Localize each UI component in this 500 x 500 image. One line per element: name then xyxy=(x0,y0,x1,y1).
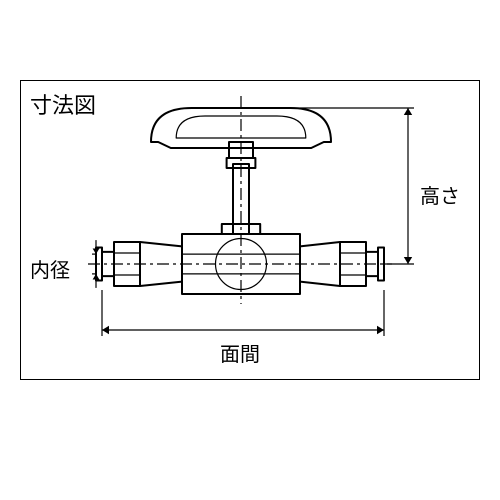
diagram-canvas: 寸法図 高さ 内径 面間 xyxy=(0,0,500,500)
diagram-title: 寸法図 xyxy=(30,88,96,120)
label-face-to-face: 面間 xyxy=(220,338,260,367)
label-height: 高さ xyxy=(420,180,460,209)
valve-linework xyxy=(0,0,500,500)
label-bore: 内径 xyxy=(30,254,70,283)
